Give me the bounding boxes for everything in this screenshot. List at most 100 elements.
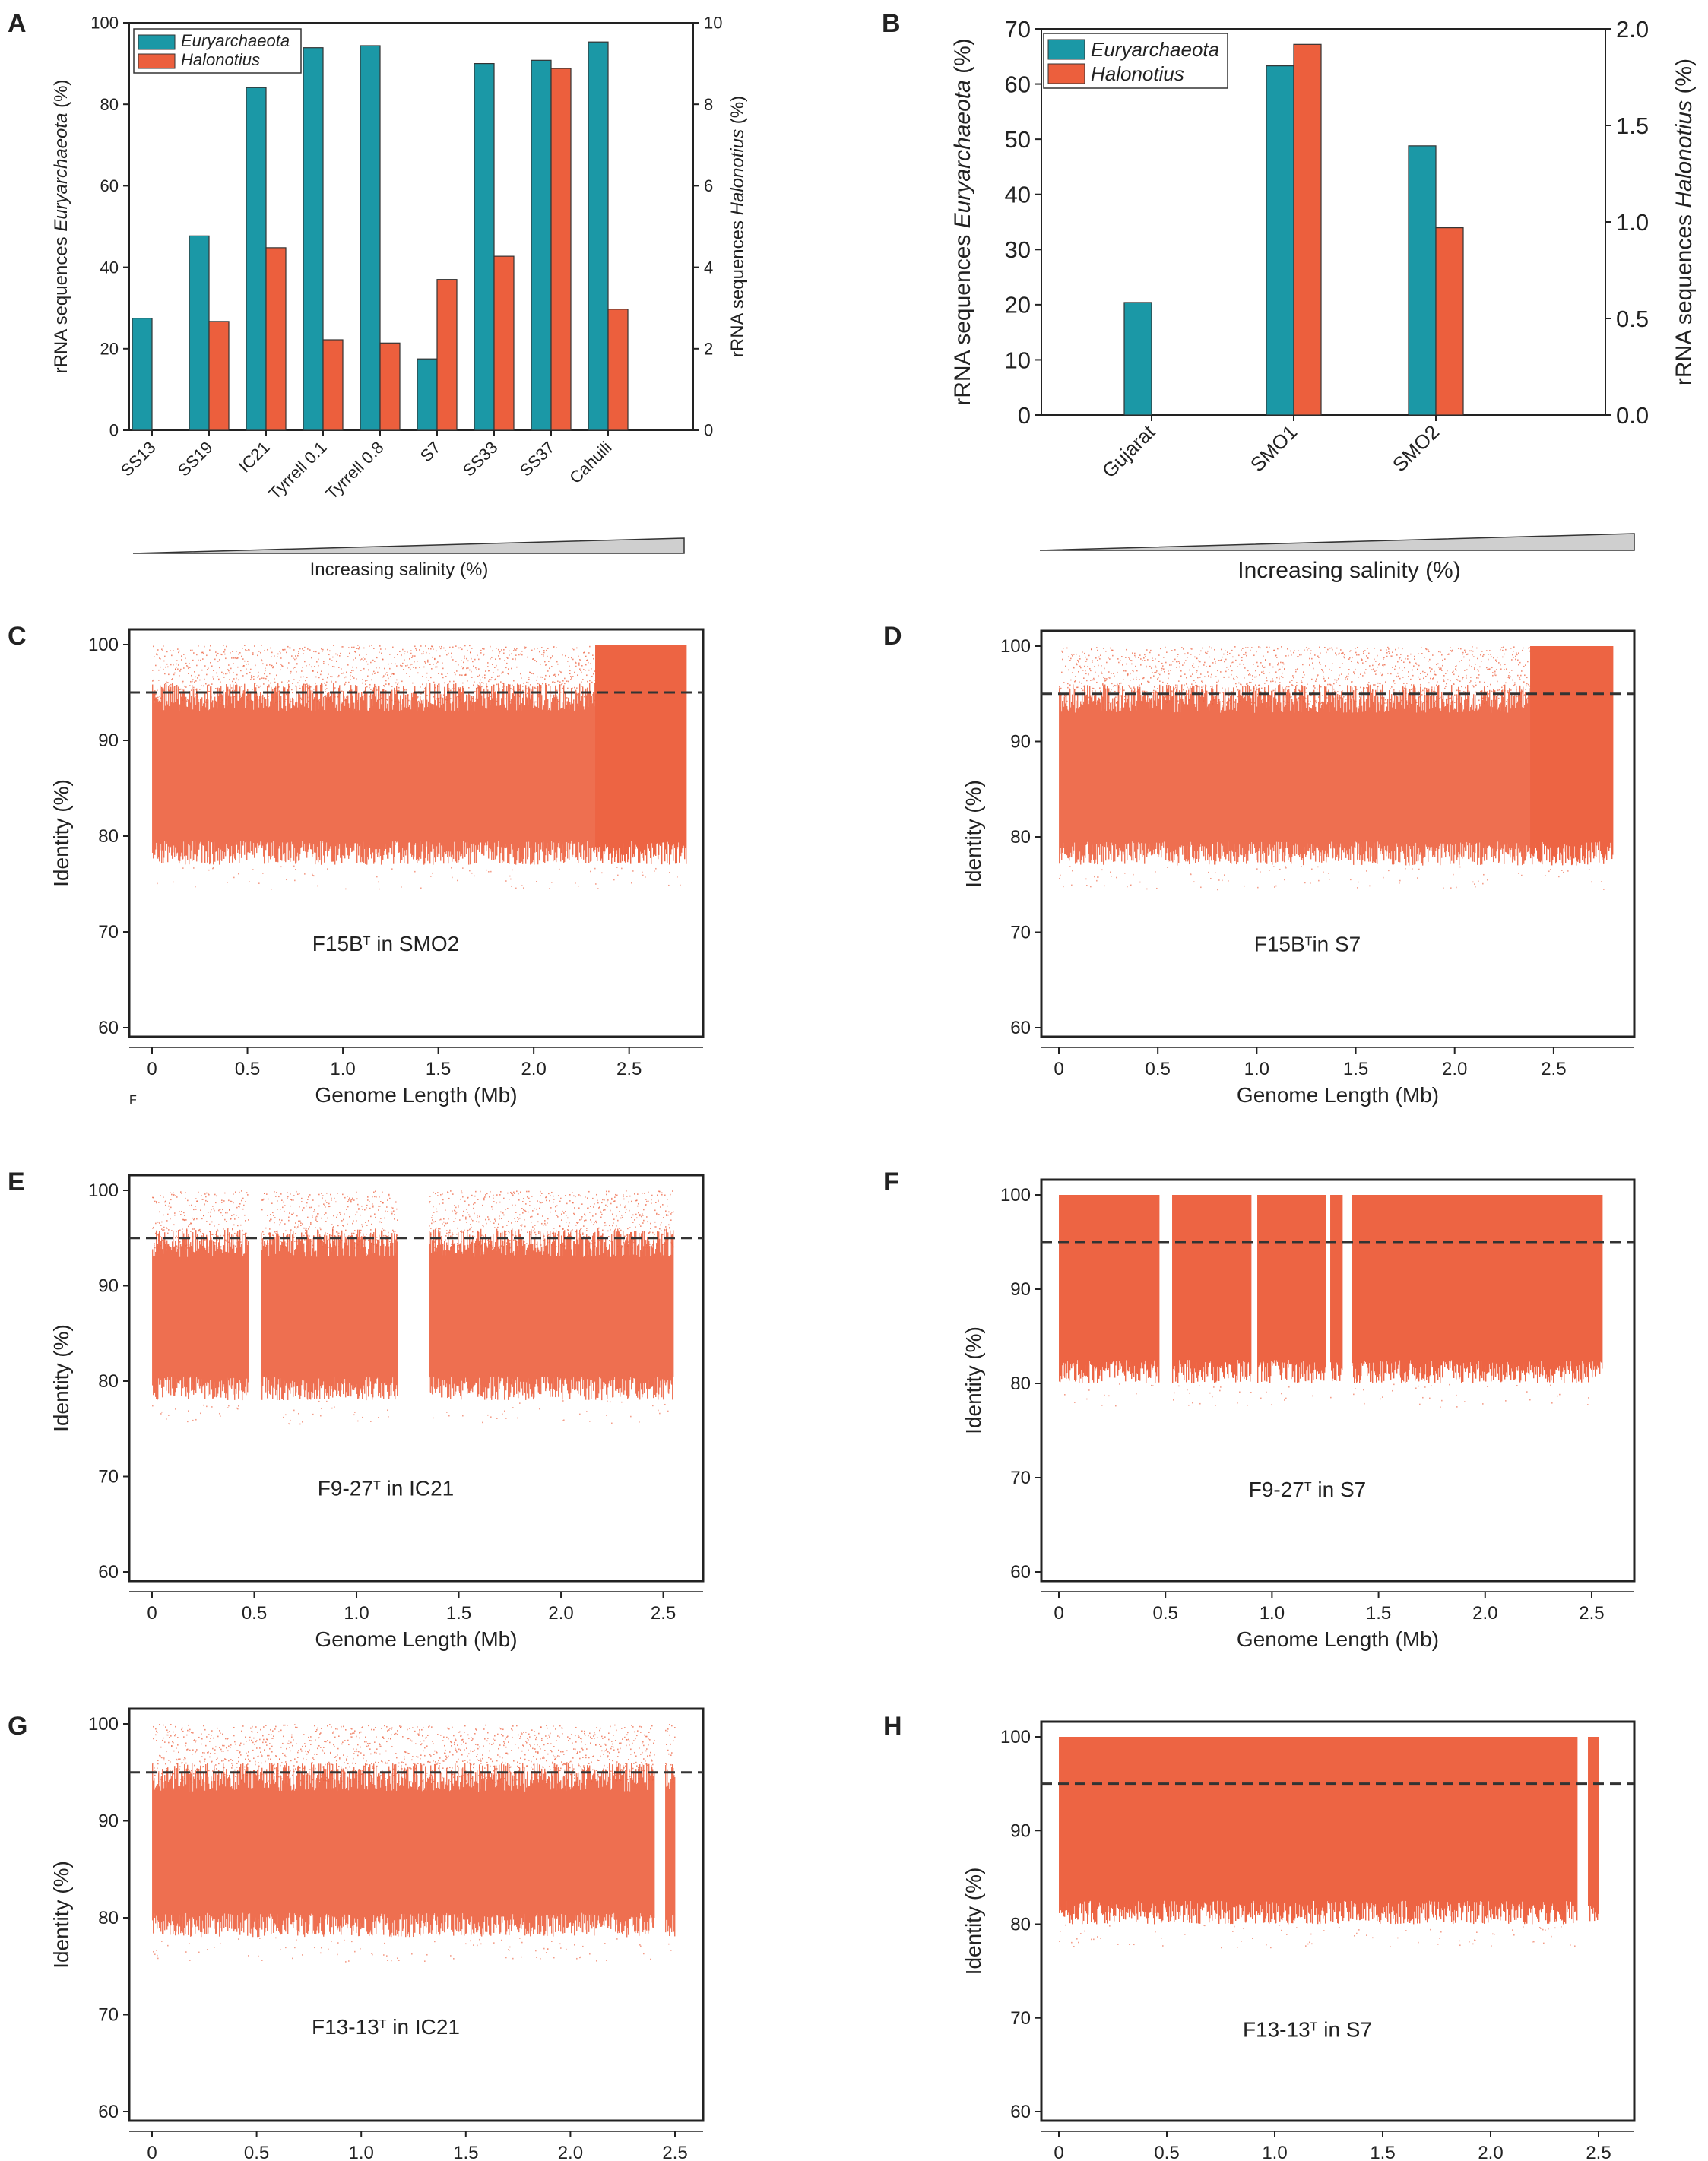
identity-point (341, 668, 342, 670)
identity-column (1324, 686, 1326, 855)
identity-column (1334, 707, 1336, 849)
identity-point (360, 659, 361, 661)
identity-column (1129, 707, 1130, 856)
identity-point (358, 648, 360, 650)
identity-column (1441, 692, 1443, 858)
salinity-label: Increasing salinity (%) (1237, 558, 1460, 583)
identity-column (1347, 685, 1348, 855)
identity-point (1304, 697, 1306, 699)
identity-point (509, 684, 511, 686)
identity-point (251, 677, 252, 679)
identity-column (208, 710, 210, 841)
identity-point (1433, 690, 1434, 692)
identity-point (401, 680, 403, 683)
identity-point (388, 683, 390, 685)
identity-point (310, 686, 312, 688)
identity-point (1165, 695, 1166, 696)
identity-point (220, 1209, 221, 1210)
identity-column (680, 645, 682, 857)
identity-point (436, 698, 438, 700)
identity-point (285, 1414, 287, 1416)
identity-column (1080, 702, 1082, 865)
identity-column (316, 685, 318, 861)
identity-point (1380, 691, 1382, 693)
identity-point (199, 679, 201, 681)
identity-point (334, 1197, 335, 1199)
y-tick-label: 70 (98, 922, 119, 943)
identity-point (193, 652, 195, 654)
identity-point (1117, 658, 1119, 660)
identity-point (395, 663, 396, 665)
identity-point (437, 661, 439, 663)
identity-point (414, 870, 416, 873)
identity-column (1602, 646, 1604, 858)
identity-point (173, 650, 174, 651)
identity-point (533, 673, 534, 675)
identity-point (1078, 670, 1079, 673)
identity-point (1158, 677, 1159, 679)
identity-column (443, 703, 445, 864)
identity-column (675, 645, 677, 864)
identity-point (528, 678, 530, 680)
bar-halonotius-smo2 (1435, 227, 1464, 416)
identity-column (335, 1246, 337, 1391)
identity-point (1498, 697, 1500, 699)
identity-point (1323, 702, 1325, 703)
identity-point (444, 682, 445, 684)
identity-point (1101, 673, 1103, 674)
identity-point (1175, 686, 1177, 689)
identity-point (543, 655, 544, 657)
identity-column (1255, 690, 1256, 854)
identity-point (499, 675, 500, 677)
identity-column (314, 1251, 315, 1399)
identity-column (227, 686, 229, 848)
identity-column (583, 706, 585, 860)
identity-column (400, 696, 401, 863)
identity-column (486, 708, 488, 846)
identity-point (1155, 671, 1157, 673)
identity-point (1092, 679, 1094, 681)
identity-column (272, 689, 274, 856)
identity-point (233, 1224, 235, 1226)
identity-point (1195, 685, 1196, 686)
identity-point (1323, 871, 1324, 873)
identity-column (430, 703, 432, 852)
identity-point (404, 689, 406, 691)
identity-column (306, 1230, 308, 1383)
identity-point (1090, 886, 1092, 888)
identity-point (159, 695, 160, 697)
identity-point (321, 670, 322, 673)
identity-point (1285, 688, 1287, 690)
identity-point (275, 1196, 277, 1197)
identity-point (473, 665, 474, 667)
plot-frame (128, 22, 694, 431)
identity-point (1218, 679, 1219, 681)
identity-point (215, 688, 217, 689)
bar-halonotius-cahuili (607, 309, 629, 431)
identity-point (1099, 658, 1101, 660)
identity-point (1259, 674, 1260, 676)
identity-column (166, 1240, 168, 1380)
identity-column (1093, 701, 1095, 860)
identity-column (296, 701, 298, 857)
identity-point (360, 699, 362, 701)
identity-point (568, 680, 569, 683)
identity-column (1178, 703, 1180, 863)
identity-point (1127, 703, 1128, 705)
identity-column (303, 683, 305, 851)
identity-point (1395, 665, 1396, 667)
identity-point (512, 689, 513, 690)
identity-point (1511, 670, 1513, 671)
identity-point (568, 657, 569, 658)
identity-point (1139, 881, 1141, 883)
identity-point (486, 697, 487, 699)
identity-column (308, 1237, 309, 1393)
identity-point (1153, 689, 1155, 692)
identity-column (170, 1247, 172, 1396)
identity-point (329, 1234, 331, 1236)
identity-point (227, 689, 228, 690)
identity-point (556, 694, 557, 696)
identity-point (288, 662, 290, 664)
identity-point (1326, 651, 1327, 654)
identity-column (268, 707, 270, 857)
